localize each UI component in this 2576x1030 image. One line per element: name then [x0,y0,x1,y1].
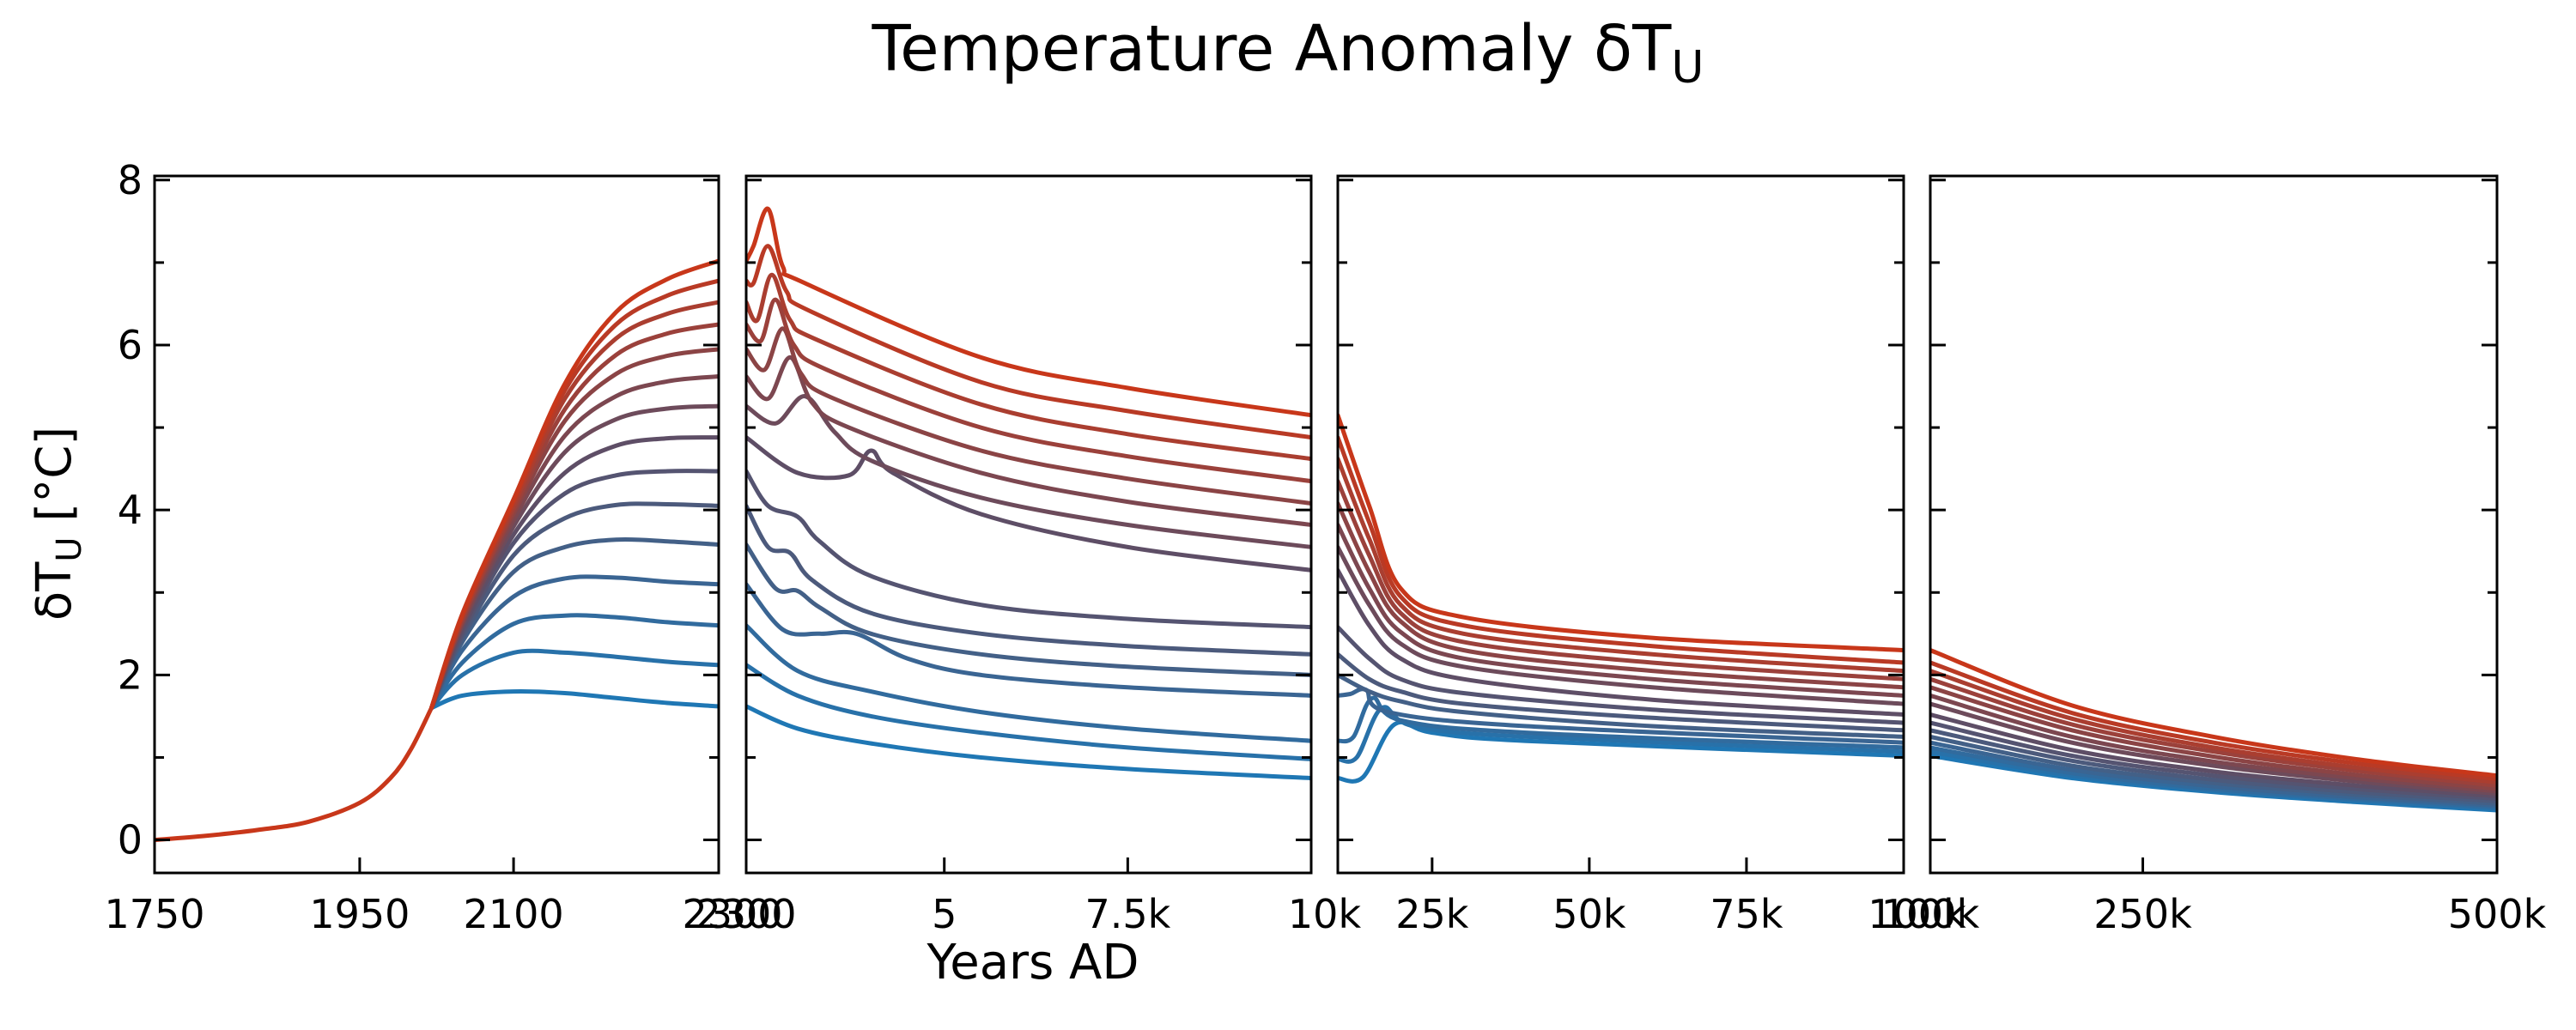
series-line [1338,523,1904,698]
x-tick-label: 7.5k [1084,891,1170,937]
series-line [1338,695,1904,750]
series-line [429,278,719,711]
series-line [746,297,1311,484]
series-line [746,206,1311,418]
series-line [1338,567,1904,717]
series-line [746,244,1311,440]
series-line [1338,413,1904,652]
series-line [1338,672,1904,739]
series-line [429,648,719,711]
x-tick-label: 5 [932,891,957,937]
series-line [429,613,719,711]
panel-2-lines [746,206,1311,780]
series-line [1930,685,2497,791]
series-line [1338,687,1904,745]
series-line [746,354,1311,527]
panel-4-lines [1930,648,2497,813]
panel-frame [744,174,1313,875]
series-line [1930,660,2497,781]
x-tick-label-boundary: 10k [1288,891,1362,937]
panel-4: 100k 250k 500k [1881,174,2547,937]
series-line [1338,479,1904,682]
y-tick-label: 0 [118,817,143,863]
panel-frame [153,174,720,875]
panel-1: 1750 1950 2100 0 2 4 6 8 [104,157,720,937]
series-line [429,688,719,711]
y-tick-label: 2 [118,651,143,698]
series-line [746,704,1311,780]
x-tick-label-boundary: 100k [1868,891,1966,937]
series-line [746,542,1311,677]
x-tick-label: 250k [2093,891,2192,937]
series-line [1930,740,2497,808]
x-tick-label: 1750 [104,891,204,937]
series-line [1930,712,2497,799]
panel-3-lines [1338,413,1904,784]
series-line [429,258,719,711]
series-line [1930,669,2497,785]
series-line [746,469,1311,630]
series-line [1338,544,1904,706]
panel-2: 2300 5 7.5k [696,174,1313,937]
panel-3: 25k 50k 75k [1336,174,1905,937]
series-line [1930,693,2497,794]
y-tick-label: 6 [118,322,143,368]
x-tick-label: 2300 [696,891,796,937]
series-line [1338,625,1904,725]
chart-title-subscript: U [1671,42,1704,94]
x-tick-label: 75k [1710,891,1783,937]
y-axis-label-subscript: U [50,536,89,561]
y-axis-label-unit: [°C] [27,427,82,537]
series-line [1338,719,1904,784]
series-line [746,582,1311,698]
y-tick-label: 8 [118,157,143,203]
series-line [1930,720,2497,801]
series-line [746,272,1311,462]
series-line [429,574,719,711]
panel-frame [1336,174,1905,875]
x-axis-label: Years AD [927,935,1139,991]
x-tick-label: 1950 [309,891,410,937]
series-line [1338,651,1904,733]
series-line-shared [155,706,434,843]
series-line [746,435,1311,573]
x-tick-label: 25k [1395,891,1469,937]
series-line [1930,701,2497,797]
series-line [746,394,1311,549]
series-line [1930,734,2497,806]
series-line [1930,728,2497,803]
x-tick-label: 2100 [464,891,564,937]
series-line [746,326,1311,506]
series-line [746,623,1311,743]
y-axis-label: δTU [°C] [27,427,89,621]
series-line [1338,705,1904,764]
x-tick-label-boundary: 2300 [682,891,782,937]
y-tick-label: 4 [118,487,143,533]
series-line [1338,457,1904,674]
panel-frame [1929,174,2499,875]
x-tick-label: 500k [2448,891,2547,937]
y-axis-label-text: δT [27,561,82,621]
x-tick-label: 50k [1552,891,1626,937]
chart-title-text: Temperature Anomaly δT [872,12,1673,86]
series-line [1338,435,1904,665]
series-line [1930,648,2497,779]
chart-title: Temperature Anomaly δTU [872,12,1704,94]
x-tick-label: 100k [1881,891,1980,937]
series-line [1930,676,2497,788]
series-line [746,663,1311,761]
panel-1-lines [155,258,719,843]
series-line [746,503,1311,657]
series-line [1338,501,1904,690]
